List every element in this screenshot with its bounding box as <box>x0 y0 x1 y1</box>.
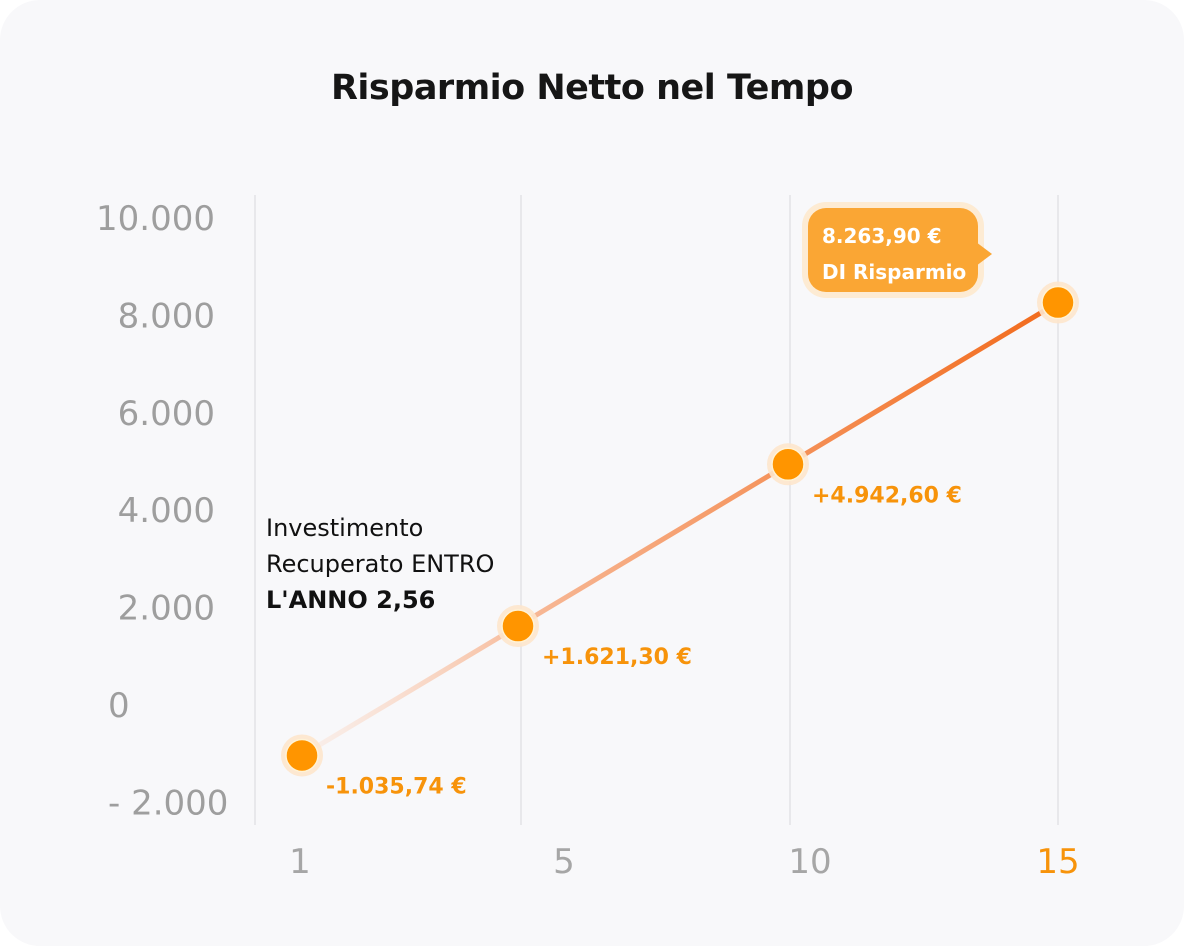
x-tick-label: 15 <box>1036 842 1079 882</box>
callout-value: 8.263,90 € <box>822 224 942 248</box>
data-label: +4.942,60 € <box>812 483 962 508</box>
annotation-line-2: Recuperato ENTRO <box>266 550 495 578</box>
series-line <box>299 300 1061 758</box>
x-tick-label: 10 <box>788 842 831 882</box>
y-tick-label: - 2.000 <box>108 783 228 823</box>
x-tick-label: 5 <box>553 842 575 882</box>
data-point <box>1041 285 1075 320</box>
annotation-line-3: L'ANNO 2,56 <box>266 586 436 614</box>
data-point <box>771 447 805 482</box>
callout-text: DI Risparmio <box>822 260 967 284</box>
y-tick-label: 2.000 <box>118 589 215 629</box>
annotation-line-1: Investimento <box>266 514 424 542</box>
data-point <box>501 609 535 643</box>
callout-tail <box>976 242 992 266</box>
data-label: -1.035,74 € <box>326 774 467 799</box>
y-tick-label: 6.000 <box>118 394 215 434</box>
y-tick-label: 0 <box>108 686 130 726</box>
data-point <box>285 738 319 773</box>
chart-title: Risparmio Netto nel Tempo <box>330 68 854 108</box>
y-tick-label: 4.000 <box>118 491 215 531</box>
x-tick-label: 1 <box>289 842 311 882</box>
y-tick-label: 8.000 <box>118 296 215 336</box>
savings-callout: 8.263,90 € DI Risparmio <box>808 208 992 292</box>
y-tick-label: 10.000 <box>96 199 215 239</box>
data-label: +1.621,30 € <box>542 645 692 670</box>
payback-annotation: Investimento Recuperato ENTRO L'ANNO 2,5… <box>266 510 494 618</box>
